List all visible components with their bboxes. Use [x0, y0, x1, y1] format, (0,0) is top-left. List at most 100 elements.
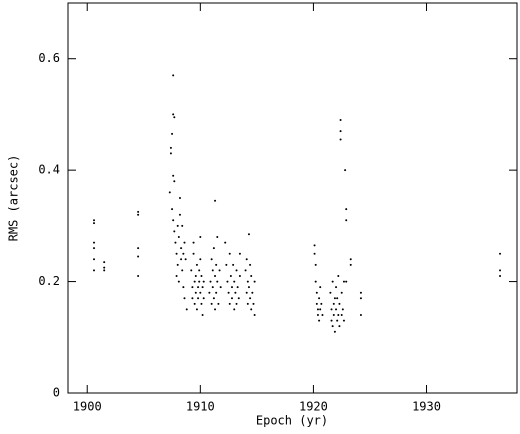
point — [218, 269, 221, 272]
point — [193, 302, 196, 305]
point — [359, 291, 362, 294]
point — [247, 233, 250, 236]
point — [212, 247, 215, 250]
point — [228, 302, 231, 305]
point — [191, 286, 194, 289]
point — [137, 275, 140, 277]
point — [344, 169, 347, 172]
point — [184, 258, 187, 261]
point — [192, 241, 195, 244]
point — [230, 286, 233, 289]
point — [214, 199, 217, 202]
point — [137, 247, 140, 250]
point — [224, 241, 227, 244]
point — [330, 308, 333, 311]
point — [251, 291, 254, 294]
point — [245, 258, 248, 261]
point — [320, 302, 323, 305]
point — [201, 314, 204, 316]
point — [319, 286, 322, 289]
point — [137, 210, 140, 213]
point — [499, 252, 502, 255]
point — [236, 286, 239, 289]
point — [339, 119, 342, 121]
point — [172, 219, 175, 222]
point — [238, 275, 241, 277]
point — [93, 258, 96, 261]
y-tick-label: 0.2 — [38, 274, 60, 288]
point — [172, 74, 175, 77]
point — [338, 325, 341, 328]
point — [176, 224, 179, 227]
point — [335, 308, 338, 311]
point — [345, 219, 348, 222]
point — [330, 319, 333, 322]
point — [172, 113, 175, 116]
point — [216, 280, 219, 283]
point — [333, 297, 336, 300]
point — [337, 314, 340, 316]
point — [192, 252, 195, 255]
plot-frame — [67, 2, 518, 394]
point — [237, 297, 240, 300]
point — [193, 280, 196, 283]
point — [316, 308, 319, 311]
point — [349, 258, 352, 261]
point — [321, 314, 324, 316]
point — [246, 302, 249, 305]
point — [244, 269, 247, 272]
point — [202, 297, 205, 300]
point — [499, 269, 502, 272]
point — [168, 191, 171, 194]
point — [195, 308, 198, 311]
point — [178, 213, 181, 216]
x-tick-label: 1920 — [299, 400, 328, 414]
point — [245, 291, 248, 294]
point — [194, 275, 197, 277]
point — [191, 297, 194, 300]
point — [214, 308, 217, 311]
point — [183, 241, 186, 244]
y-tick-label: 0 — [53, 386, 60, 400]
point — [173, 230, 176, 233]
point — [247, 286, 250, 289]
point — [349, 263, 352, 266]
point — [345, 280, 348, 283]
point — [333, 330, 336, 333]
point — [253, 314, 256, 316]
point — [219, 286, 222, 289]
point — [202, 280, 205, 283]
point — [185, 308, 188, 311]
point — [318, 297, 321, 300]
point — [246, 280, 249, 283]
y-axis-label: RMS (arcsec) — [7, 155, 21, 242]
point — [195, 263, 198, 266]
point — [339, 130, 342, 133]
point — [180, 258, 183, 261]
x-tick-label: 1900 — [73, 400, 102, 414]
y-tick-label: 0.6 — [38, 51, 60, 65]
point — [190, 269, 193, 272]
point — [211, 286, 214, 289]
point — [216, 236, 219, 238]
point — [314, 263, 317, 266]
point — [332, 302, 335, 305]
point — [339, 138, 342, 141]
y-tick-label: 0.4 — [38, 163, 60, 177]
point — [314, 280, 317, 283]
point — [252, 302, 255, 305]
point — [226, 280, 229, 283]
point — [103, 269, 106, 272]
point — [341, 308, 344, 311]
point — [215, 291, 218, 294]
x-tick-label: 1930 — [412, 400, 441, 414]
point — [212, 297, 215, 300]
point — [103, 261, 106, 264]
point — [177, 280, 180, 283]
point — [176, 263, 179, 266]
point — [250, 308, 253, 311]
point — [169, 146, 172, 149]
point — [171, 208, 174, 211]
point — [234, 291, 237, 294]
